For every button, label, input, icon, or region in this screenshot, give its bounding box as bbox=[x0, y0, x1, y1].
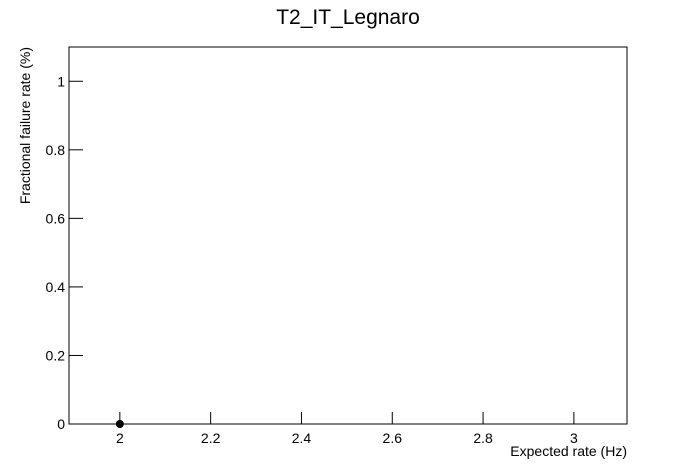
x-tick-label: 2.4 bbox=[292, 430, 312, 446]
x-tick-label: 2.6 bbox=[383, 430, 403, 446]
x-tick-label: 2.2 bbox=[201, 430, 221, 446]
y-tick-label: 0.6 bbox=[46, 210, 66, 226]
plot-frame bbox=[68, 46, 628, 425]
y-tick-label: 0.4 bbox=[46, 279, 66, 295]
y-tick-label: 0 bbox=[57, 416, 65, 432]
y-tick-label: 1 bbox=[57, 73, 65, 89]
y-tick-label: 0.8 bbox=[46, 142, 66, 158]
x-tick-label: 2 bbox=[116, 430, 124, 446]
y-tick-label: 0.2 bbox=[46, 347, 66, 363]
x-tick-label: 2.8 bbox=[473, 430, 493, 446]
point bbox=[115, 420, 124, 428]
chart-title: T2_IT_Legnaro bbox=[276, 6, 420, 29]
x-axis-label: Expected rate (Hz) bbox=[510, 443, 627, 459]
y-axis-label: Fractional failure rate (%) bbox=[17, 47, 33, 204]
x-tick-label: 3 bbox=[570, 430, 578, 446]
